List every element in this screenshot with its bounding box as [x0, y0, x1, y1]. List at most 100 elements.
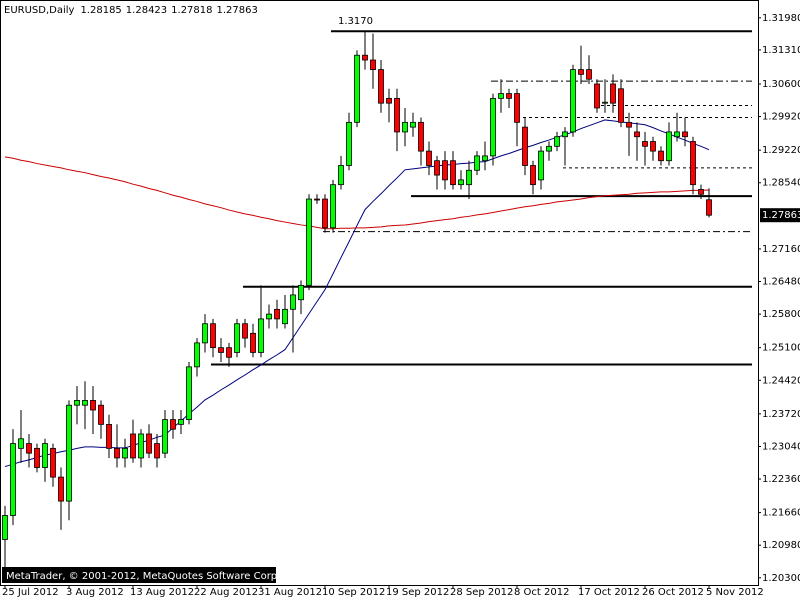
candle-body	[98, 404, 104, 425]
moving-average	[4, 156, 710, 230]
y-tick-label: 1.22360	[762, 474, 800, 485]
y-tick-label: 1.29920	[762, 112, 800, 123]
high: 1.28423	[126, 5, 167, 16]
candle-body	[146, 433, 152, 454]
low: 1.27818	[171, 5, 212, 16]
candle-body	[458, 179, 464, 186]
candle-body	[130, 433, 136, 459]
candle-body	[354, 54, 360, 123]
candle-body	[546, 145, 552, 152]
candle-body	[330, 184, 336, 229]
candle-body	[434, 160, 440, 176]
candle-body	[578, 69, 584, 75]
candle-body	[418, 121, 424, 152]
x-tick-label: 5 Nov 2012	[706, 587, 764, 598]
candle-body	[282, 308, 288, 325]
candle-body	[474, 155, 480, 171]
candle-body	[626, 121, 632, 128]
y-tick-label: 1.24420	[762, 375, 800, 386]
candle-body	[498, 93, 504, 99]
candle-body	[690, 141, 696, 186]
y-tick-label: 1.21660	[762, 508, 800, 519]
candle-body	[218, 347, 224, 353]
candle-body	[314, 198, 320, 201]
y-tick-label: 1.30600	[762, 79, 800, 90]
candle-body	[538, 150, 544, 181]
candle-body	[170, 419, 176, 430]
close: 1.27863	[217, 5, 258, 16]
candle-body	[490, 97, 496, 157]
candle-body	[50, 447, 56, 478]
candle-body	[42, 443, 48, 468]
x-tick-label: 26 Oct 2012	[642, 587, 704, 598]
candle-body	[194, 342, 200, 368]
y-tick-label: 1.23720	[762, 409, 800, 420]
candle-body	[522, 126, 528, 166]
candle-body	[386, 97, 392, 104]
x-tick-label: 3 Aug 2012	[66, 587, 124, 598]
footer-box	[2, 567, 276, 583]
candle-body	[122, 447, 128, 459]
candle-body	[178, 419, 184, 425]
candle-body	[290, 294, 296, 310]
candle-body	[114, 447, 120, 459]
plot: 1.3170	[2, 16, 752, 574]
candle-body	[58, 476, 64, 502]
candle-body	[106, 423, 112, 449]
y-tick-label: 1.25800	[762, 309, 800, 320]
candle-body	[234, 323, 240, 353]
candle-body	[226, 347, 232, 358]
candle-body	[466, 169, 472, 186]
candle-body	[610, 83, 616, 104]
x-tick-label: 31 Aug 2012	[258, 587, 322, 598]
y-tick-label: 1.31310	[762, 45, 800, 56]
x-tick-label: 13 Aug 2012	[130, 587, 194, 598]
y-tick-label: 1.29220	[762, 145, 800, 156]
candle-body	[202, 323, 208, 344]
y-tick-label: 1.20980	[762, 540, 800, 551]
x-tick-label: 25 Jul 2012	[2, 587, 59, 598]
candle-body	[250, 332, 256, 353]
candle-body	[698, 189, 704, 195]
y-tick-label: 1.26480	[762, 277, 800, 288]
candle-body	[410, 121, 416, 128]
candle-body	[682, 131, 688, 138]
x-tick-label: 22 Aug 2012	[194, 587, 258, 598]
candle-body	[18, 438, 24, 449]
y-tick-label: 1.28540	[762, 178, 800, 189]
candle-body	[602, 101, 608, 104]
candle-body	[74, 400, 80, 406]
candle-body	[66, 404, 72, 502]
candle-body	[674, 131, 680, 138]
price-marker	[760, 208, 800, 223]
plot-frame	[0, 0, 759, 586]
candle-body	[514, 93, 520, 123]
candle-body	[298, 284, 304, 301]
candle-body	[570, 69, 576, 133]
price-marker-label: 1.27863	[762, 210, 800, 221]
candle-body	[82, 400, 88, 406]
open: 1.28185	[80, 5, 121, 16]
candle-body	[554, 136, 560, 147]
footer: MetaTrader, © 2001-2012, MetaQuotes Soft…	[6, 571, 280, 582]
candle-body	[450, 160, 456, 186]
y-tick-label: 1.31980	[762, 13, 800, 24]
candle-body	[322, 198, 328, 229]
candle-body	[618, 88, 624, 123]
candle-body	[10, 443, 16, 516]
candle-body	[266, 313, 272, 320]
candle-body	[242, 323, 248, 339]
candle-body	[362, 54, 368, 61]
candle-body	[274, 308, 280, 320]
candle-body	[402, 121, 408, 133]
x-tick-label: 28 Sep 2012	[450, 587, 513, 598]
candle-body	[530, 165, 536, 186]
candle-body	[346, 121, 352, 166]
candle-body	[666, 131, 672, 162]
candle-body	[594, 83, 600, 109]
candle-body	[482, 155, 488, 162]
candle-body	[162, 419, 168, 454]
y-tick-label: 1.25100	[762, 343, 800, 354]
